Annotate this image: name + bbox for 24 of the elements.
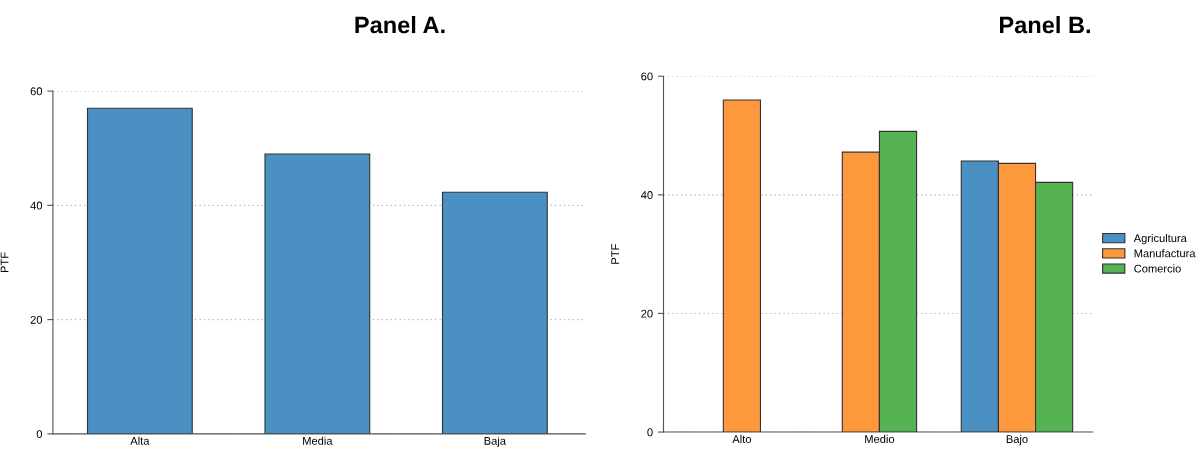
x-tick-label: Medio [865,434,895,443]
y-tick-label: 40 [640,191,653,199]
y-tick-label: 40 [30,201,43,210]
chart-title: Panel A. [355,16,445,34]
chart-title: Panel B. [1000,16,1090,34]
y-tick-label: 60 [641,72,653,81]
x-tick-label: Bajo [1006,434,1028,446]
y-tick-label: 0 [36,430,43,438]
y-tick-label: 20 [641,309,653,318]
legend-label: Manufactura [1134,249,1196,258]
legend-label: Comercio [1134,264,1181,273]
x-tick-label: Alto [732,434,752,443]
y-tick-label: 0 [647,428,653,437]
x-tick-label: Media [303,436,333,445]
y-axis-title: PTF [0,252,9,273]
y-axis-title: PTF [611,244,619,264]
x-tick-label: Alta [130,436,150,445]
y-tick-label: 20 [30,315,43,324]
legend-label: Agricultura [1133,233,1187,245]
bar [264,153,371,434]
bar [441,191,548,434]
x-tick-label: Baja [484,436,506,447]
y-tick-label: 60 [30,87,43,96]
bar [86,107,193,434]
